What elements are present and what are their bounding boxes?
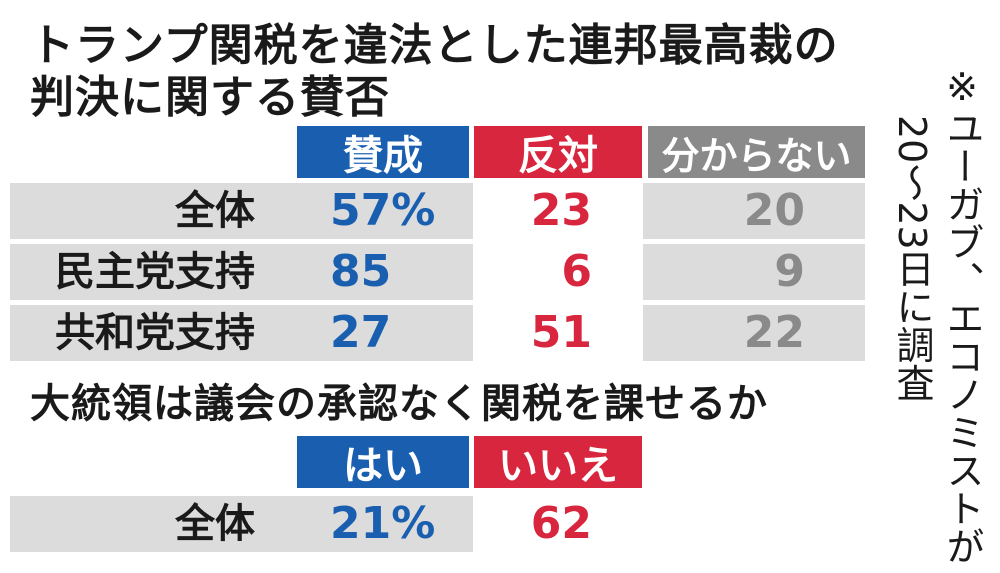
value-oppose: 51 [530,307,592,358]
value-yes: 21% [330,498,436,549]
table-row [10,183,865,239]
row-label: 全体 [175,188,255,234]
source-note-line2: 20〜23日に調査 [890,115,934,402]
value-approve: 27 [330,307,392,358]
value-oppose: 6 [561,246,592,297]
value-dontknow: 9 [774,246,805,297]
table-row [10,305,865,361]
source-note-line1: ※ユーガブ、エコノミストが [940,65,984,565]
value-oppose: 23 [530,185,592,236]
column-header-oppose: 反対 [474,126,642,179]
table-cell [473,305,643,361]
chart-title-1: トランプ関税を違法とした連邦最高裁の判決に関する賛否 [30,20,839,123]
row-label: 全体 [175,501,255,547]
value-no: 62 [530,498,592,549]
value-dontknow: 22 [743,307,805,358]
column-header-yes: はい [297,436,469,489]
chart-title-2: 大統領は議会の承認なく関税を課せるか [30,381,768,427]
row-label: 民主党支持 [55,249,255,295]
value-dontknow: 20 [743,185,805,236]
table-cell [473,244,643,300]
table-cell [473,496,643,552]
column-header-approve: 賛成 [297,126,469,179]
row-label: 共和党支持 [55,310,255,356]
value-approve: 85 [330,246,392,297]
column-header-dontknow: 分からない [648,126,865,178]
table-cell [473,183,643,239]
value-approve: 57% [330,185,436,236]
column-header-no: いいえ [474,436,642,489]
table-row [10,244,865,300]
